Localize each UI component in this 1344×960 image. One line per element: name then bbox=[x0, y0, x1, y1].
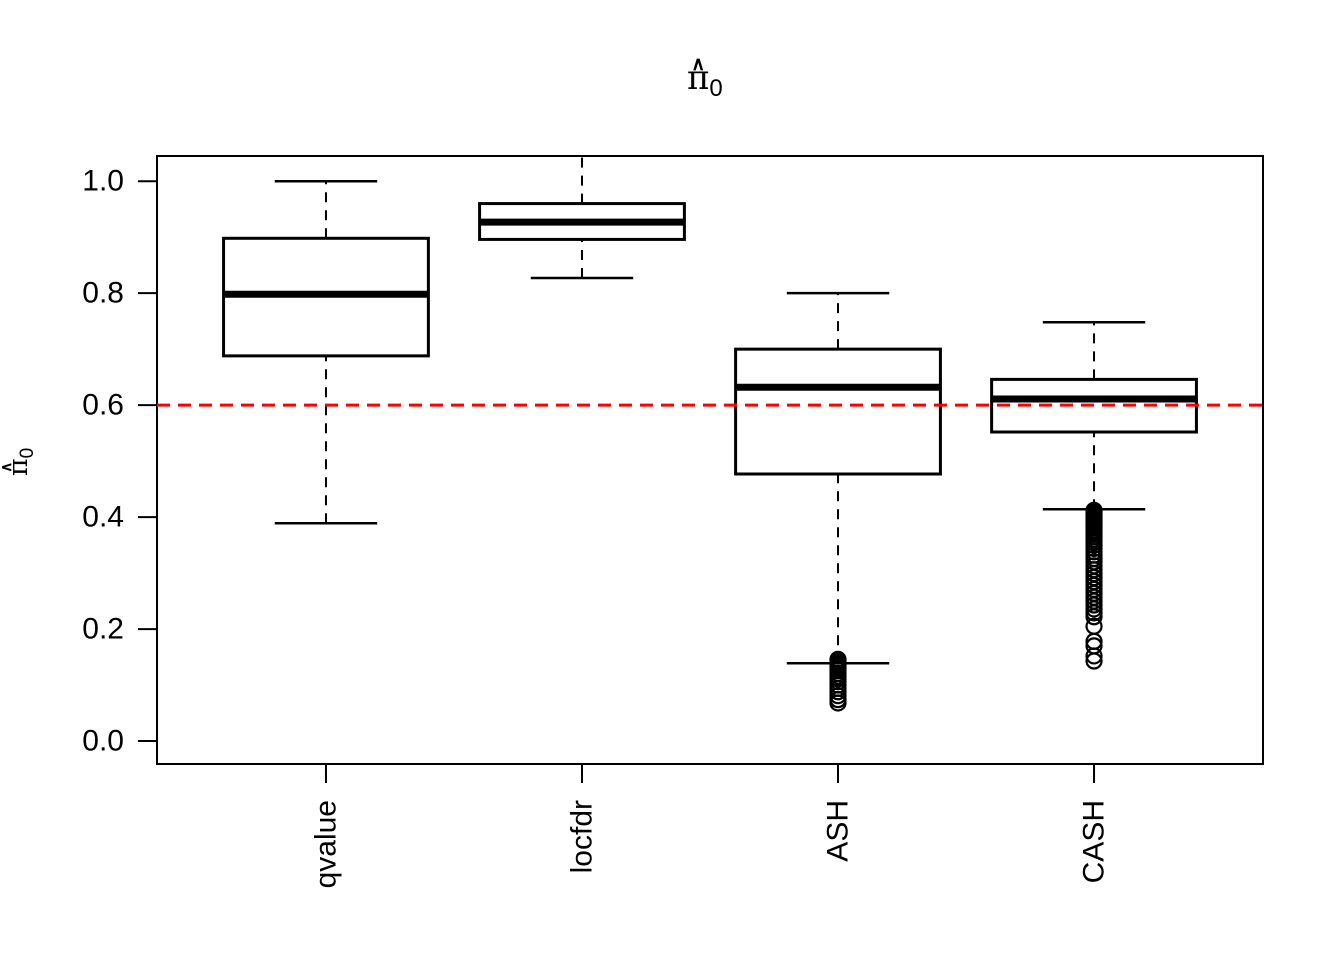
outlier-CASH-0.222 bbox=[1085, 608, 1103, 626]
plot-frame bbox=[156, 155, 1264, 765]
x-axis-label-group-qvalue: qvalue bbox=[309, 800, 342, 888]
y-axis-tick-label-0.4: 0.4 bbox=[82, 501, 124, 534]
ylabel-subscript: 0 bbox=[17, 447, 38, 459]
x-axis-label-group-locfdr: locfdr bbox=[565, 800, 598, 873]
outlier-ASH-0.068 bbox=[829, 694, 847, 712]
plot-title: ∧ π0 bbox=[687, 54, 723, 102]
outlier-CASH-0.143 bbox=[1085, 652, 1103, 670]
ylabel-hat-accent: ∧ bbox=[0, 458, 21, 476]
y-axis-tick-label-0.2: 0.2 bbox=[82, 613, 124, 646]
outlier-CASH-0.152 bbox=[1085, 647, 1103, 665]
title-hat-accent: ∧ bbox=[691, 54, 706, 75]
x-axis-label-group-CASH: CASH bbox=[1078, 800, 1111, 883]
y-axis-tick-label-0.6: 0.6 bbox=[82, 389, 124, 422]
x-axis-label-locfdr: locfdr bbox=[565, 800, 598, 873]
y-axis-tick-label-1.0: 1.0 bbox=[82, 165, 124, 198]
title-pi-symbol: π bbox=[687, 58, 710, 98]
x-axis-label-CASH: CASH bbox=[1078, 800, 1111, 883]
title-subscript: 0 bbox=[709, 75, 723, 102]
y-axis-tick-label-0.0: 0.0 bbox=[82, 725, 124, 758]
y-axis-tick-label-0.8: 0.8 bbox=[82, 277, 124, 310]
boxplot-box-ASH bbox=[734, 347, 942, 476]
x-axis-label-group-ASH: ASH bbox=[822, 800, 855, 862]
x-axis-label-ASH: ASH bbox=[822, 800, 855, 862]
x-axis-label-qvalue: qvalue bbox=[309, 800, 342, 888]
y-axis-label: ∧π0 bbox=[0, 447, 38, 476]
